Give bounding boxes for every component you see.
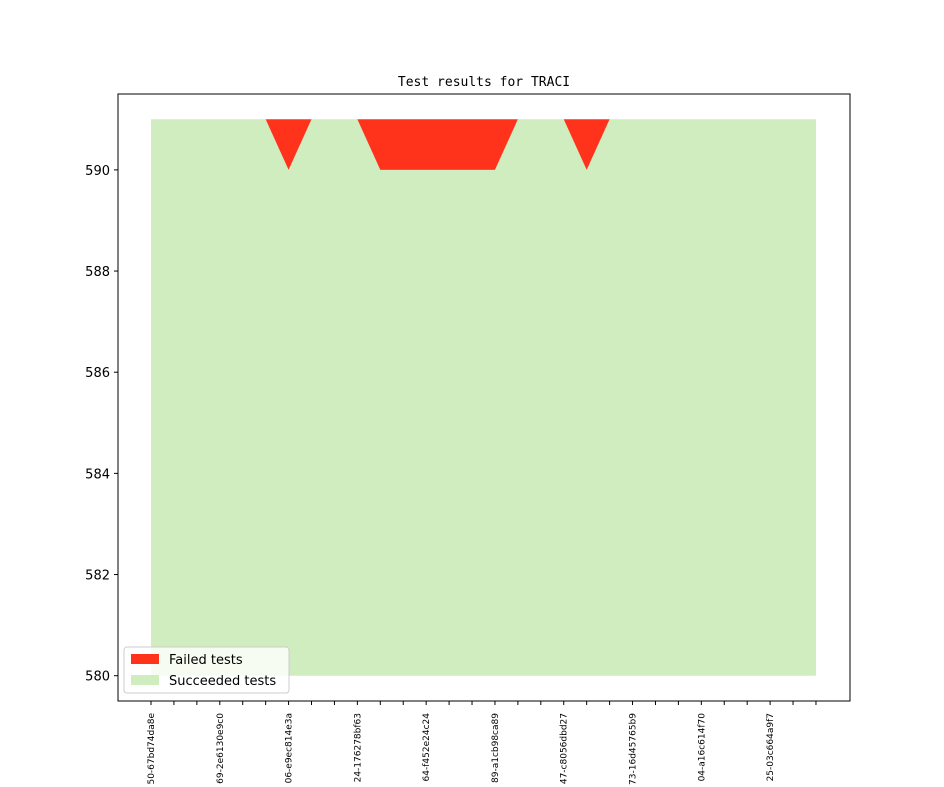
y-tick-label: 580	[85, 670, 110, 685]
plot-areas	[151, 119, 816, 676]
legend-label-succeeded: Succeeded tests	[169, 674, 276, 689]
y-tick-label: 584	[85, 467, 110, 482]
x-tick-label: 25-03c664a9f7	[766, 713, 776, 781]
legend: Failed tests Succeeded tests	[123, 646, 290, 694]
legend-swatch-succeeded	[131, 675, 159, 685]
legend-swatch-failed	[131, 654, 159, 664]
succeeded-area	[151, 119, 816, 676]
x-tick-label: 73-16d45765b9	[629, 713, 639, 785]
x-tick-label: 06-e9ec814e3a	[285, 713, 295, 783]
y-axis: 580 582 584 586 588 590	[85, 164, 118, 685]
chart-title: Test results for TRACI	[398, 75, 570, 90]
x-tick-label: 04-a16c614f70	[697, 713, 707, 782]
legend-label-failed: Failed tests	[169, 653, 243, 668]
x-axis: 50-67bd74da8e 69-2e6130e9c0 06-e9ec814e3a 2…	[147, 701, 817, 785]
legend-box	[123, 646, 290, 694]
y-tick-label: 582	[85, 569, 110, 584]
x-tick-label: 69-2e6130e9c0	[216, 713, 226, 784]
x-tick-label: 64-f452e24c24	[422, 713, 432, 782]
x-tick-label: 24-176278bf63	[353, 713, 363, 782]
x-tick-label: 47-c8056dbd27	[560, 713, 570, 784]
plot-frame	[117, 93, 851, 702]
y-tick-label: 590	[85, 164, 110, 179]
x-tick-label: 50-67bd74da8e	[147, 713, 157, 785]
y-tick-label: 588	[85, 265, 110, 280]
x-tick-label: 89-a1cb98ca89	[491, 713, 501, 783]
failed-area	[151, 119, 816, 170]
y-tick-label: 586	[85, 366, 110, 381]
